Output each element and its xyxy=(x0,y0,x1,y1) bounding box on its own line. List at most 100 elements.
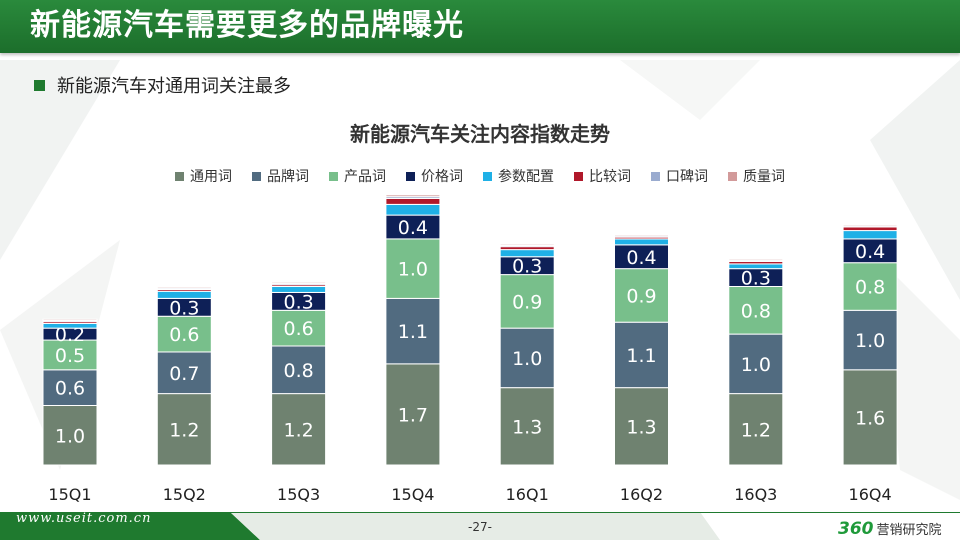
legend-item: 价格词 xyxy=(406,166,463,186)
legend-item: 口碑词 xyxy=(651,166,708,186)
bar-segment xyxy=(728,263,784,270)
bar-segment xyxy=(42,318,98,321)
bar-segment xyxy=(842,226,898,232)
data-label: 1.2 xyxy=(283,419,313,441)
data-label: 0.9 xyxy=(626,285,656,307)
bar-segment xyxy=(385,363,441,466)
bar-segment xyxy=(614,387,669,466)
brand-number: 360 xyxy=(838,519,874,539)
bar-segment xyxy=(271,281,327,285)
data-label: 0.3 xyxy=(512,256,542,278)
x-tick-label: 15Q2 xyxy=(163,485,206,504)
legend-item: 产品词 xyxy=(329,166,386,186)
bar-segment xyxy=(42,322,98,329)
brand-text: 营销研究院 xyxy=(876,523,942,538)
data-label: 1.2 xyxy=(741,419,771,441)
legend-label: 参数配置 xyxy=(498,169,554,185)
x-tick-label: 16Q1 xyxy=(506,485,549,504)
legend-label: 比较词 xyxy=(589,169,631,185)
data-label: 0.8 xyxy=(855,277,885,299)
data-label: 1.3 xyxy=(626,416,656,438)
data-label: 0.5 xyxy=(55,345,85,367)
legend-item: 参数配置 xyxy=(483,166,554,186)
data-label: 0.6 xyxy=(55,378,85,400)
x-tick-label: 15Q4 xyxy=(391,485,434,504)
bar-segment xyxy=(271,393,327,466)
title-bar: 新能源汽车需要更多的品牌曝光 xyxy=(0,0,960,53)
bar-segment xyxy=(385,194,441,198)
x-tick-label: 15Q1 xyxy=(48,485,91,504)
bar-segment xyxy=(385,297,441,365)
x-tick-label: 16Q4 xyxy=(849,485,892,504)
data-label: 1.1 xyxy=(626,345,656,367)
x-tick-label: 16Q2 xyxy=(620,485,663,504)
footer-url: www.useit.com.cn xyxy=(16,511,152,526)
data-label: 1.3 xyxy=(512,416,542,438)
bullet-text: 新能源汽车对通用词关注最多 xyxy=(57,76,291,97)
bar-segment xyxy=(728,258,784,261)
bar-segment xyxy=(271,309,327,347)
footer-band xyxy=(0,512,960,540)
bar-segment xyxy=(156,290,212,299)
bar-segment xyxy=(842,230,898,240)
bar-segment xyxy=(42,339,98,371)
brand-logo: 360 营销研究院 xyxy=(838,519,942,539)
data-label: 0.4 xyxy=(855,241,885,263)
x-tick-label: 16Q3 xyxy=(734,485,777,504)
data-label: 1.1 xyxy=(398,321,428,343)
bar-segment xyxy=(271,286,327,293)
bar-segment xyxy=(156,393,212,466)
data-label: 0.8 xyxy=(283,360,313,382)
legend-swatch xyxy=(329,171,338,181)
data-label: 1.0 xyxy=(855,330,885,352)
x-tick-label: 15Q3 xyxy=(277,485,320,504)
legend-swatch xyxy=(252,171,261,181)
bar-segment xyxy=(842,309,898,371)
bullet-square-icon xyxy=(34,79,45,91)
bar-segment xyxy=(42,369,98,406)
data-label: 0.6 xyxy=(283,318,313,340)
page-number: -27- xyxy=(468,520,492,534)
legend-label: 价格词 xyxy=(421,169,463,185)
bar-segment xyxy=(499,243,555,246)
data-label: 1.0 xyxy=(55,425,85,447)
data-label: 1.0 xyxy=(398,259,428,281)
bar-segment xyxy=(42,405,98,466)
data-label: 1.0 xyxy=(512,348,542,370)
data-label: 1.7 xyxy=(398,404,428,426)
legend-swatch xyxy=(651,171,660,181)
bar-segment xyxy=(385,238,441,299)
bar-segment xyxy=(385,203,441,216)
bar-segment xyxy=(842,262,898,311)
chart-legend: 通用词 品牌词 产品词 价格词 参数配置 比较词 口碑词 质量词 xyxy=(0,166,960,186)
data-label: 0.3 xyxy=(741,268,771,290)
legend-label: 通用词 xyxy=(190,169,232,185)
bar-segment xyxy=(614,238,669,246)
legend-swatch xyxy=(175,171,184,181)
data-label: 0.8 xyxy=(741,300,771,322)
legend-label: 质量词 xyxy=(743,169,785,185)
bar-segment xyxy=(156,286,212,289)
legend-swatch xyxy=(574,171,583,181)
legend-swatch xyxy=(483,171,492,181)
data-label: 0.9 xyxy=(512,291,542,313)
bar-segment xyxy=(728,333,784,395)
legend-swatch xyxy=(728,171,737,181)
bar-segment xyxy=(156,351,212,395)
legend-label: 品牌词 xyxy=(267,169,309,185)
data-label: 0.4 xyxy=(398,217,428,239)
data-label: 0.6 xyxy=(169,324,199,346)
legend-label: 口碑词 xyxy=(666,169,708,185)
bar-segment xyxy=(499,327,555,389)
data-label: 1.2 xyxy=(169,419,199,441)
bar-segment xyxy=(385,197,441,205)
bar-segment xyxy=(842,224,898,227)
legend-item: 通用词 xyxy=(175,166,232,186)
bar-segment xyxy=(499,274,555,329)
legend-swatch xyxy=(406,171,415,181)
data-label: 0.3 xyxy=(283,291,313,313)
bar-segment xyxy=(728,393,784,466)
bar-segment xyxy=(156,315,212,353)
